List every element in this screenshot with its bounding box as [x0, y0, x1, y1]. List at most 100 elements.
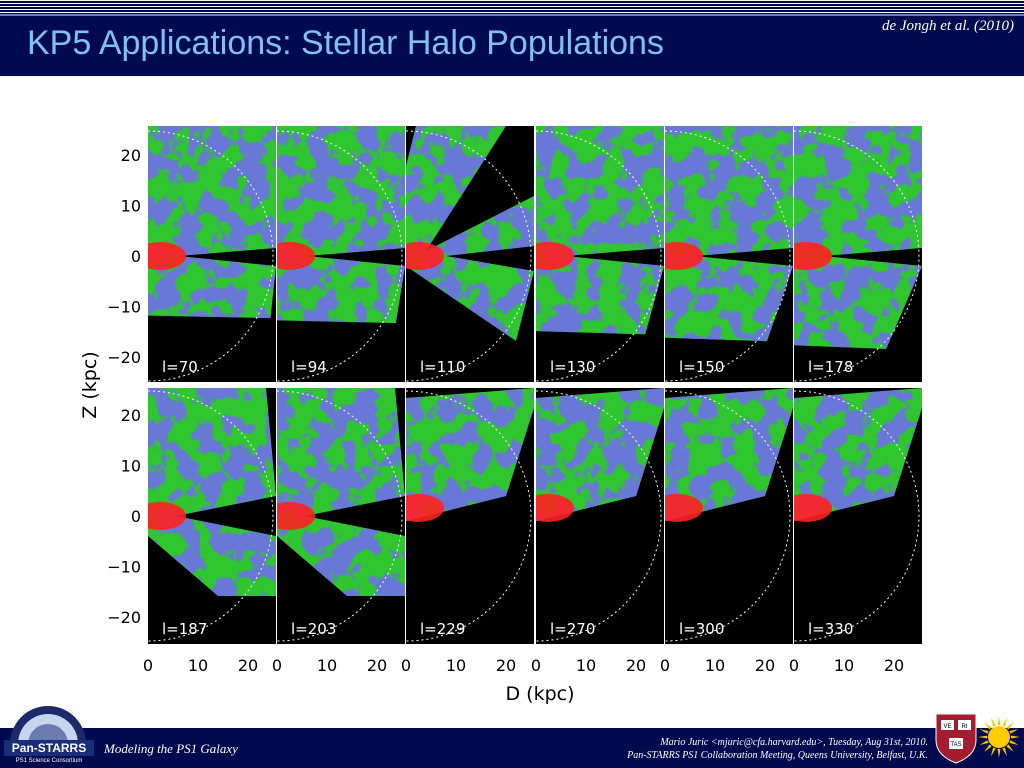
halo-density-blue	[665, 126, 793, 342]
disk-overdensity	[277, 242, 315, 270]
x-tick-label: 20	[496, 656, 516, 675]
halo-density-blue	[794, 388, 922, 521]
panel: l=330	[794, 388, 922, 644]
smithsonian-sun-icon	[978, 716, 1020, 758]
x-axis-title: D (kpc)	[505, 683, 574, 705]
panel-longitude-label: l=70	[162, 358, 198, 376]
radius-arc	[406, 130, 532, 382]
sun-ray	[997, 748, 1001, 758]
sun-ray	[1006, 722, 1014, 730]
y-tick-label: 10	[121, 457, 141, 476]
sun-ray	[1002, 747, 1008, 757]
x-tick-label: 20	[238, 656, 258, 675]
sun-ray	[978, 735, 988, 739]
sun-ray	[984, 722, 992, 730]
x-tick-label: 0	[789, 656, 799, 675]
sun-ray	[1010, 735, 1020, 739]
footer-credit-line2: Pan-STARRS PS1 Collaboration Meeting, Qu…	[627, 750, 928, 761]
panel-longitude-label: l=203	[291, 620, 336, 638]
radius-arc	[536, 130, 662, 382]
logo-subtitle: PS1 Science Consortium	[16, 758, 83, 764]
x-tick-label: 20	[626, 656, 646, 675]
y-tick-label: 0	[131, 247, 141, 266]
halo-density-blue	[536, 126, 664, 335]
panel: l=94	[277, 126, 405, 382]
panel: l=270	[536, 388, 664, 644]
panel-longitude-label: l=300	[679, 620, 724, 638]
halo-density-blue	[277, 388, 405, 596]
y-tick-label: −20	[107, 608, 141, 627]
radius-arc	[794, 390, 920, 642]
panel-longitude-label: l=110	[420, 358, 465, 376]
x-tick-label: 0	[660, 656, 670, 675]
logo-title: Pan-STARRS	[12, 741, 86, 755]
x-tick-label: 10	[705, 656, 725, 675]
slide-title: KP5 Applications: Stellar Halo Populatio…	[27, 24, 664, 62]
panel: l=203	[277, 388, 405, 644]
x-tick-label: 0	[401, 656, 411, 675]
x-tick-label: 0	[531, 656, 541, 675]
disk-overdensity	[148, 242, 186, 270]
halo-density-blue	[148, 126, 276, 319]
y-tick-label: 20	[121, 406, 141, 425]
sun-ray	[979, 728, 989, 734]
svg-text:TAS: TAS	[950, 742, 961, 748]
slide-header: KP5 Applications: Stellar Halo Populatio…	[0, 0, 1024, 76]
radius-arc	[794, 130, 920, 382]
halo-density-blue	[406, 126, 534, 341]
panel-longitude-label: l=187	[162, 620, 207, 638]
panel-longitude-label: l=130	[550, 358, 595, 376]
panel: l=187	[148, 388, 276, 644]
halo-density-blue	[536, 388, 664, 521]
panel-grid: l=70 l=94 l=110 l=130 l=150 l=178 l=187 l=203 l=…	[148, 126, 922, 644]
header-stripes	[0, 0, 1024, 14]
sun-ray	[1006, 744, 1014, 752]
footer-title: Modeling the PS1 Galaxy	[104, 741, 238, 756]
sun-ray	[979, 740, 989, 746]
panel: l=150	[665, 126, 793, 382]
y-tick-label: 20	[121, 146, 141, 165]
halo-density-blue	[406, 388, 534, 521]
panel-longitude-label: l=270	[550, 620, 595, 638]
panel: l=229	[406, 388, 534, 644]
panel-longitude-label: l=178	[808, 358, 853, 376]
harvard-shield-icon: VE RI TAS	[935, 713, 977, 764]
svg-text:VE: VE	[943, 724, 951, 730]
axis-labels: 20 10 0 −10 −20 20 10 0 −10 −20 0 10 20 0 10 20 0 10 20 0 10…	[79, 146, 904, 705]
panel: l=110	[406, 126, 534, 382]
x-tick-label: 0	[143, 656, 153, 675]
footer-credit: Mario Juric <mjuric@cfa.harvard.edu>, Tu…	[627, 736, 928, 762]
halo-density-blue	[794, 126, 922, 350]
citation: de Jongh et al. (2010)	[881, 18, 1014, 34]
disk-overdensity	[406, 242, 444, 270]
radius-arc	[536, 390, 662, 642]
sun-ray	[1009, 740, 1019, 746]
disk-overdensity	[794, 494, 832, 522]
panel-longitude-label: l=330	[808, 620, 853, 638]
sun-ray	[1009, 728, 1019, 734]
disk-overdensity	[536, 494, 574, 522]
sun-ray	[990, 717, 996, 727]
y-tick-label: 10	[121, 197, 141, 216]
y-tick-label: −20	[107, 348, 141, 367]
panel: l=178	[794, 126, 922, 382]
x-tick-label: 10	[576, 656, 596, 675]
x-tick-label: 20	[884, 656, 904, 675]
x-tick-label: 10	[834, 656, 854, 675]
y-tick-label: −10	[107, 298, 141, 317]
halo-density-blue	[277, 126, 405, 324]
sun-ray	[990, 747, 996, 757]
disk-overdensity	[794, 242, 832, 270]
radius-arc	[665, 390, 791, 642]
radius-arc	[148, 130, 274, 382]
panel: l=300	[665, 388, 793, 644]
panel-longitude-label: l=229	[420, 620, 465, 638]
disk-overdensity	[148, 502, 186, 530]
halo-density-figure: l=70 l=94 l=110 l=130 l=150 l=178 l=187 l=203 l=…	[79, 126, 922, 705]
disk-overdensity	[665, 494, 703, 522]
sun-ray	[1002, 717, 1008, 727]
footer-credit-line1: Mario Juric <mjuric@cfa.harvard.edu>, Tu…	[660, 737, 928, 748]
panel: l=130	[536, 126, 664, 382]
sun-ray	[984, 744, 992, 752]
x-tick-label: 20	[755, 656, 775, 675]
